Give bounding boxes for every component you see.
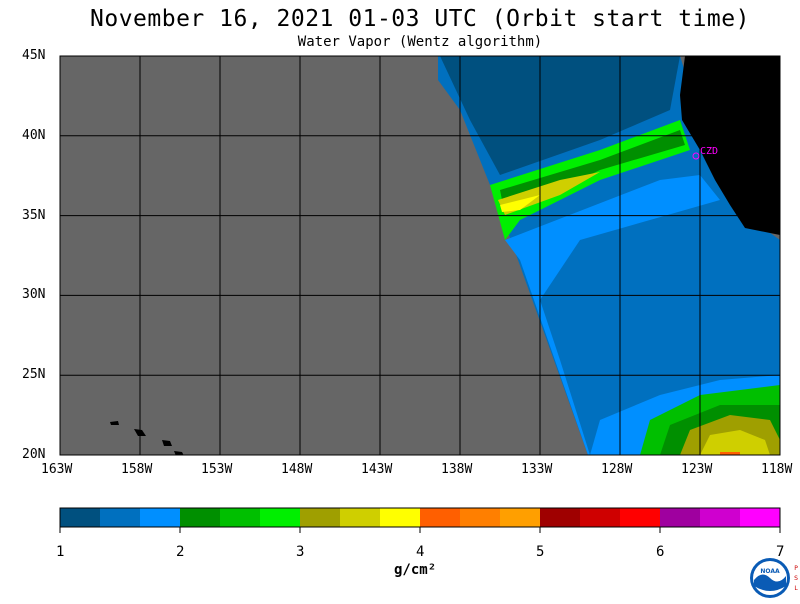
south-yellow [700, 430, 770, 455]
lat-label: 30N [22, 287, 46, 303]
colorbar-tick-label: 1 [56, 544, 65, 560]
colorbar-swatch [60, 508, 101, 527]
lat-label: 45N [22, 48, 46, 63]
colorbar-tick-label: 3 [296, 544, 305, 560]
colorbar-tick-label: 5 [536, 544, 545, 560]
colorbar-swatch [140, 508, 181, 527]
south-orange-patch [720, 452, 740, 455]
lon-label: 123W [681, 462, 713, 477]
colorbar-tick-label: 7 [776, 544, 785, 560]
lon-label: 128W [601, 462, 633, 477]
lat-label: 35N [22, 207, 46, 223]
moist-band-bright-yellow [500, 195, 540, 212]
colorbar-swatch [700, 508, 741, 527]
lon-label: 158W [121, 462, 153, 477]
map-subtitle: Water Vapor (Wentz algorithm) [297, 34, 543, 50]
colorbar-swatch [500, 508, 541, 527]
data-swath [110, 56, 780, 455]
lat-label: 20N [22, 447, 46, 462]
svg-text:P: P [794, 565, 798, 572]
svg-text:NOAA: NOAA [760, 568, 780, 575]
colorbar-swatch [340, 508, 381, 527]
colorbar-swatch [660, 508, 701, 527]
colorbar-swatch [740, 508, 781, 527]
hawaii-island-3 [162, 440, 172, 446]
colorbar-swatch [180, 508, 221, 527]
station-label-czd: CZD [700, 146, 719, 157]
colorbar-swatch [460, 508, 501, 527]
lon-label: 148W [281, 462, 313, 477]
swath-light-blue-edge [505, 175, 720, 455]
svg-text:S: S [794, 575, 798, 582]
colorbar-tick-label: 2 [176, 544, 185, 560]
colorbar-tick-label: 4 [416, 544, 425, 560]
colorbar-swatch [380, 508, 421, 527]
lat-lon-grid [60, 56, 780, 455]
lon-label: 153W [201, 462, 233, 477]
colorbar-swatch [420, 508, 461, 527]
lon-label: 133W [521, 462, 553, 477]
lon-label: 118W [761, 462, 793, 477]
colorbar-tick-label: 6 [656, 544, 665, 560]
hawaii-island-4 [174, 451, 184, 455]
colorbar-unit: g/cm² [394, 562, 437, 578]
colorbar [59, 507, 781, 533]
station-marker-czd [692, 152, 700, 160]
svg-text:L: L [794, 585, 798, 592]
colorbar-swatch [260, 508, 301, 527]
colorbar-swatch [220, 508, 261, 527]
land-california [680, 56, 780, 235]
lon-label: 138W [441, 462, 473, 477]
lat-label: 40N [22, 127, 46, 143]
hawaii-island-1 [110, 421, 119, 425]
noaa-logo: NOAA P S L [748, 556, 800, 604]
lat-label: 25N [22, 367, 46, 383]
lon-label: 143W [361, 462, 393, 477]
lon-label: 163W [41, 462, 73, 477]
colorbar-swatch [540, 508, 581, 527]
map-frame [59, 55, 781, 456]
colorbar-swatch [620, 508, 661, 527]
colorbar-swatch [100, 508, 141, 527]
colorbar-swatch [300, 508, 341, 527]
colorbar-swatch [580, 508, 621, 527]
map-title: November 16, 2021 01-03 UTC (Orbit start… [90, 6, 750, 32]
